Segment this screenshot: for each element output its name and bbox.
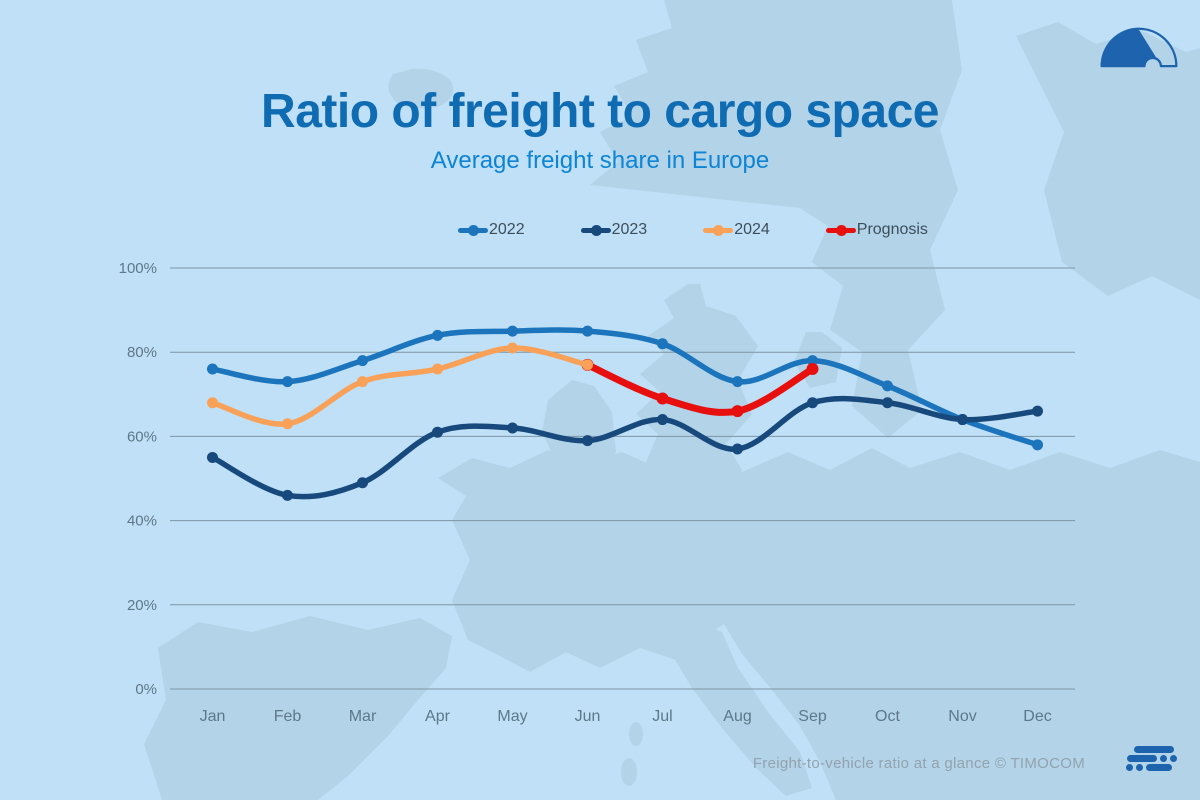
- data-point: [882, 380, 893, 392]
- data-point: [582, 359, 593, 371]
- legend-marker: [703, 224, 734, 236]
- series-line: [209, 395, 1041, 500]
- timocom-bars-logo-icon: [1126, 746, 1178, 774]
- data-point: [582, 325, 593, 337]
- legend-label: 2023: [611, 221, 648, 238]
- x-axis-tick-label: Mar: [349, 708, 377, 725]
- x-axis-tick-label: Jan: [200, 708, 226, 725]
- legend-label: 2022: [489, 221, 525, 238]
- series-2023: [207, 395, 1043, 501]
- data-point: [732, 443, 743, 455]
- x-axis-tick-label: Feb: [274, 708, 302, 725]
- page-title: Ratio of freight to cargo space: [261, 85, 939, 138]
- y-axis-tick-label: 0%: [135, 681, 157, 698]
- data-point: [657, 338, 668, 350]
- legend-marker: [825, 224, 856, 236]
- y-axis-tick-label: 80%: [127, 344, 157, 361]
- series-2024: [207, 342, 593, 430]
- data-point: [957, 414, 968, 426]
- data-point: [432, 329, 443, 341]
- legend-item-2023: 2023: [580, 221, 648, 239]
- data-point: [282, 376, 293, 388]
- data-point: [282, 418, 293, 430]
- legend-marker-dot: [835, 224, 847, 236]
- data-point: [656, 392, 669, 405]
- data-point: [732, 376, 743, 388]
- data-point: [731, 405, 744, 418]
- data-point: [207, 397, 218, 409]
- data-point: [432, 426, 443, 438]
- y-axis-tick-label: 20%: [127, 597, 157, 614]
- data-point: [432, 363, 443, 375]
- data-point: [807, 397, 818, 409]
- legend-label: 2024: [734, 221, 770, 238]
- x-axis-tick-label: Oct: [875, 708, 900, 725]
- data-point: [207, 451, 218, 463]
- legend-marker: [580, 224, 611, 236]
- data-point: [882, 397, 893, 409]
- x-axis-tick-label: Jul: [652, 708, 672, 725]
- y-axis-tick-label: 100%: [119, 260, 157, 277]
- x-axis-tick-label: Jun: [575, 708, 601, 725]
- x-axis-tick-label: May: [497, 708, 527, 725]
- data-point: [357, 477, 368, 489]
- series-line: [584, 361, 816, 416]
- footer-caption: Freight-to-vehicle ratio at a glance © T…: [752, 755, 1085, 772]
- data-point: [507, 422, 518, 434]
- x-axis-tick-label: Apr: [425, 708, 451, 725]
- data-point: [357, 376, 368, 388]
- legend-item-2024: 2024: [703, 221, 770, 239]
- gauge-logo-icon: [1100, 27, 1178, 68]
- data-point: [806, 363, 819, 376]
- data-point: [1032, 405, 1043, 417]
- data-point: [657, 414, 668, 426]
- legend-item-prognosis: Prognosis: [825, 221, 928, 239]
- page-subtitle: Average freight share in Europe: [430, 147, 770, 174]
- data-point: [582, 435, 593, 447]
- data-point: [357, 355, 368, 367]
- legend-marker: [458, 224, 488, 236]
- series-line: [209, 345, 591, 427]
- y-axis-tick-label: 60%: [127, 428, 157, 445]
- data-point: [807, 355, 818, 367]
- legend-marker-dot: [468, 224, 479, 236]
- legend-marker-dot: [713, 224, 725, 236]
- data-point: [282, 489, 293, 501]
- legend-marker-dot: [590, 224, 602, 236]
- x-axis-tick-label: Sep: [798, 708, 827, 725]
- data-point: [207, 363, 218, 375]
- chart-legend: 2022 2023 2024 Prognosis: [458, 221, 928, 239]
- x-axis-tick-label: Nov: [948, 708, 976, 725]
- data-point: [1032, 439, 1043, 451]
- legend-label: Prognosis: [856, 221, 928, 238]
- data-point: [507, 342, 518, 354]
- data-point: [507, 325, 518, 337]
- legend-item-2022: 2022: [458, 221, 525, 239]
- x-axis-tick-label: Aug: [723, 708, 751, 725]
- y-axis-tick-label: 40%: [127, 513, 157, 530]
- x-axis-tick-label: Dec: [1023, 708, 1051, 725]
